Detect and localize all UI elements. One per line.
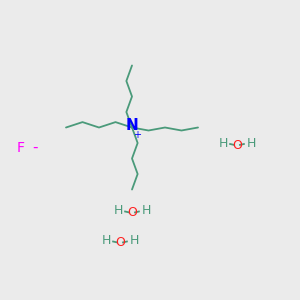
Text: H: H (246, 136, 256, 150)
Text: H: H (129, 234, 139, 247)
Text: H: H (101, 234, 111, 247)
Text: N: N (126, 118, 138, 134)
Text: F: F (17, 142, 25, 155)
Text: -: - (33, 140, 38, 154)
Text: H: H (141, 204, 151, 217)
Text: O: O (127, 206, 137, 220)
Text: +: + (134, 130, 141, 140)
Text: H: H (218, 136, 228, 150)
Text: O: O (232, 139, 242, 152)
Text: H: H (113, 204, 123, 217)
Text: O: O (115, 236, 125, 250)
